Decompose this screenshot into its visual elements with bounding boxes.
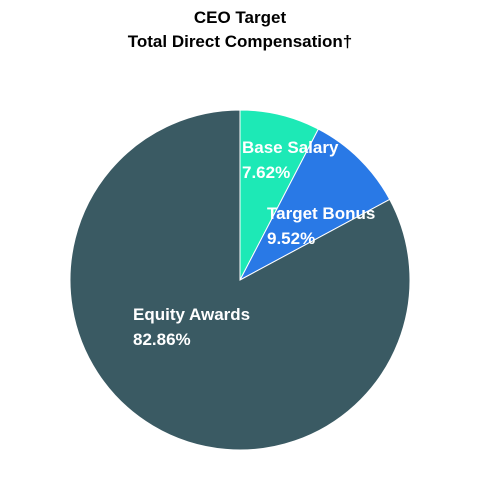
label-base-salary-value: 7.62% [242, 163, 290, 182]
chart-subtitle: Total Direct Compensation† [127, 32, 353, 51]
label-equity-awards-value: 82.86% [133, 330, 191, 349]
label-target-bonus-name: Target Bonus [267, 204, 375, 223]
slice-target-bonus [238, 128, 391, 282]
slice-equity-awards [69, 109, 411, 451]
label-base-salary-name: Base Salary [242, 138, 339, 157]
label-equity-awards-name: Equity Awards [133, 305, 250, 324]
label-target-bonus-value: 9.52% [267, 229, 315, 248]
chart-title: CEO Target [193, 8, 287, 27]
